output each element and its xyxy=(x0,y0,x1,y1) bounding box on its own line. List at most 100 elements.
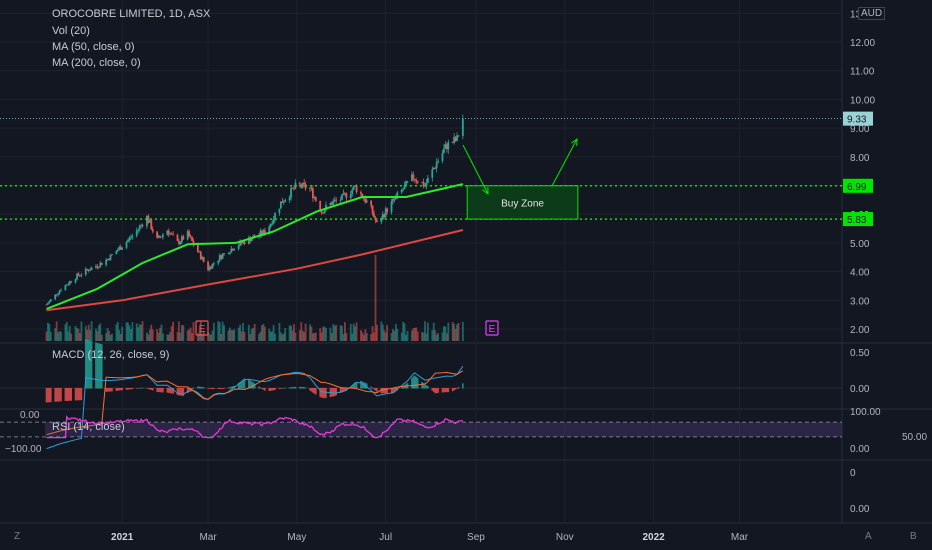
volume-bar xyxy=(344,322,346,341)
volume-bar xyxy=(180,325,183,341)
macd-hist-bar xyxy=(242,379,244,389)
macd-hist-bar xyxy=(412,376,415,389)
macd-hist-bar xyxy=(380,388,383,394)
macd-hist-bar xyxy=(384,388,387,394)
volume-bar xyxy=(370,334,373,341)
chart-title: OROCOBRE LIMITED, 1D, ASX xyxy=(52,8,211,20)
volume-bar xyxy=(259,331,262,341)
candle-body xyxy=(447,141,450,150)
macd-hist-bar xyxy=(86,339,89,389)
macd-hist-bar xyxy=(315,388,317,395)
macd-hist-bar xyxy=(447,388,450,393)
macd-hist-bar xyxy=(181,388,183,396)
candle-body xyxy=(352,186,355,190)
candle-body xyxy=(160,236,163,238)
auto-scale-button[interactable]: A xyxy=(865,531,872,542)
macd-hist-bar xyxy=(451,388,454,392)
macd-hist-bar xyxy=(434,388,436,394)
candle-body xyxy=(339,199,342,201)
volume-bar xyxy=(393,330,396,341)
volume-bar xyxy=(309,324,311,341)
price-tick-label: 8.00 xyxy=(850,153,870,164)
macd-hist-bar xyxy=(421,381,423,389)
candle-body xyxy=(355,185,358,193)
candle-body xyxy=(166,230,169,235)
volume-bar xyxy=(319,328,322,341)
macd-hist-bar xyxy=(325,388,327,398)
volume-bar xyxy=(441,332,444,341)
candle-body xyxy=(220,255,223,259)
macd-hist-bar xyxy=(303,387,305,389)
currency-badge[interactable]: AUD xyxy=(858,7,886,20)
volume-bar xyxy=(220,334,223,341)
macd-hist-bar xyxy=(64,388,67,402)
macd-hist-bar xyxy=(272,388,275,391)
macd-legend: MACD (12, 26, close, 9) xyxy=(52,349,170,361)
volume-bar xyxy=(179,332,182,341)
volume-bar xyxy=(405,334,407,341)
volume-bar xyxy=(147,334,150,341)
macd-hist-bar xyxy=(354,382,356,389)
macd-hist-bar xyxy=(202,387,205,389)
macd-hist-bar xyxy=(271,388,273,391)
volume-bar xyxy=(128,325,131,341)
macd-hist-bar xyxy=(291,387,294,389)
log-scale-button[interactable]: B xyxy=(910,531,917,542)
candle-body xyxy=(330,202,333,205)
volume-bar xyxy=(140,324,142,341)
macd-hist-bar xyxy=(131,388,134,390)
macd-hist-bar xyxy=(361,381,364,389)
volume-bar xyxy=(268,328,271,341)
macd-hist-bar xyxy=(301,386,304,389)
macd-hist-bar xyxy=(223,388,225,389)
volume-bar xyxy=(443,326,445,341)
candle-body xyxy=(272,219,275,224)
macd-hist-bar xyxy=(159,388,161,393)
price-label: 9.33 xyxy=(847,115,867,126)
macd-hist-bar xyxy=(424,384,426,389)
macd-hist-bar xyxy=(213,388,215,390)
volume-bar xyxy=(364,329,367,341)
volume-bar xyxy=(294,332,297,341)
candle-body xyxy=(179,241,182,245)
macd-hist-bar xyxy=(186,388,189,394)
macd-hist-bar xyxy=(239,381,241,389)
macd-hist-bar xyxy=(67,388,70,401)
candle-body xyxy=(261,230,263,235)
ma200-line xyxy=(46,229,464,312)
candle-body xyxy=(303,182,306,185)
candle-body xyxy=(156,231,159,238)
volume-bar xyxy=(272,324,275,341)
candle-body xyxy=(100,262,103,265)
candle-body xyxy=(453,137,456,143)
candle-body xyxy=(84,268,87,275)
earnings-marker xyxy=(195,320,209,336)
candle-body xyxy=(97,267,100,268)
volume-bar xyxy=(230,330,233,341)
candle-body xyxy=(451,141,454,143)
left-axis-tick: −100.00 xyxy=(5,444,42,455)
macd-hist-bar xyxy=(259,387,262,389)
candle-body xyxy=(381,214,384,220)
zoom-button[interactable]: Z xyxy=(14,531,21,542)
price-tick-label: 9.00 xyxy=(850,124,870,135)
time-axis-label: Mar xyxy=(199,532,217,543)
candle-body xyxy=(109,254,112,261)
volume-bar xyxy=(218,322,221,341)
macd-hist-bar xyxy=(221,388,224,389)
candle-body xyxy=(118,247,121,251)
macd-hist-bar xyxy=(192,387,195,389)
volume-bar xyxy=(227,330,230,341)
macd-hist-bar xyxy=(55,388,58,402)
candle-body xyxy=(268,226,271,235)
candle-body xyxy=(371,205,374,214)
volume-bar xyxy=(221,321,224,341)
candle-body xyxy=(364,198,367,203)
macd-hist-bar xyxy=(258,386,260,389)
candle-body xyxy=(444,144,447,149)
candle-body xyxy=(335,199,338,201)
volume-bar xyxy=(119,334,122,341)
price-tick-label: 12.00 xyxy=(850,38,875,49)
candle-body xyxy=(45,304,48,306)
